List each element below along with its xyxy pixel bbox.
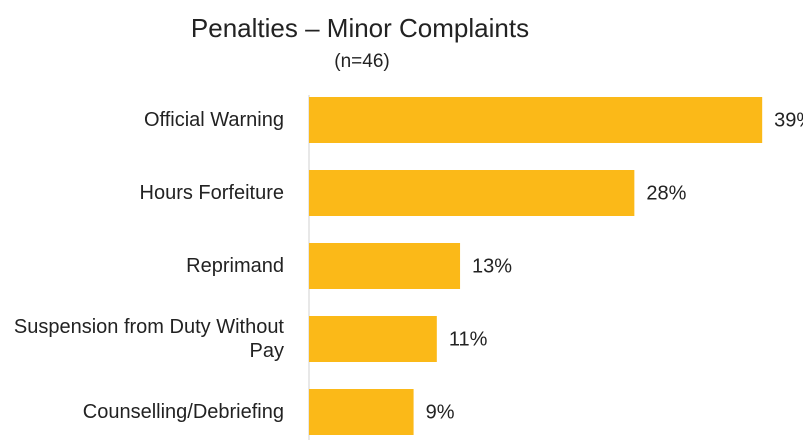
category-label: Suspension from Duty Without Pay [13,316,284,362]
category-label: Reprimand [186,255,284,277]
category-label: Official Warning [143,109,284,131]
bar [309,97,763,143]
chart-subtitle: (n=46) [334,51,389,72]
bar [309,389,414,435]
bar [309,243,461,289]
bar [309,170,635,216]
data-label: 9% [426,401,455,423]
data-label: 28% [646,182,686,204]
data-label: 39% [774,109,803,131]
data-label: 11% [449,328,488,350]
data-label: 13% [472,255,512,277]
category-label: Counselling/Debriefing [82,401,284,423]
bar [309,316,437,362]
category-label: Hours Forfeiture [139,182,285,204]
chart-title: Penalties – Minor Complaints [191,13,529,43]
